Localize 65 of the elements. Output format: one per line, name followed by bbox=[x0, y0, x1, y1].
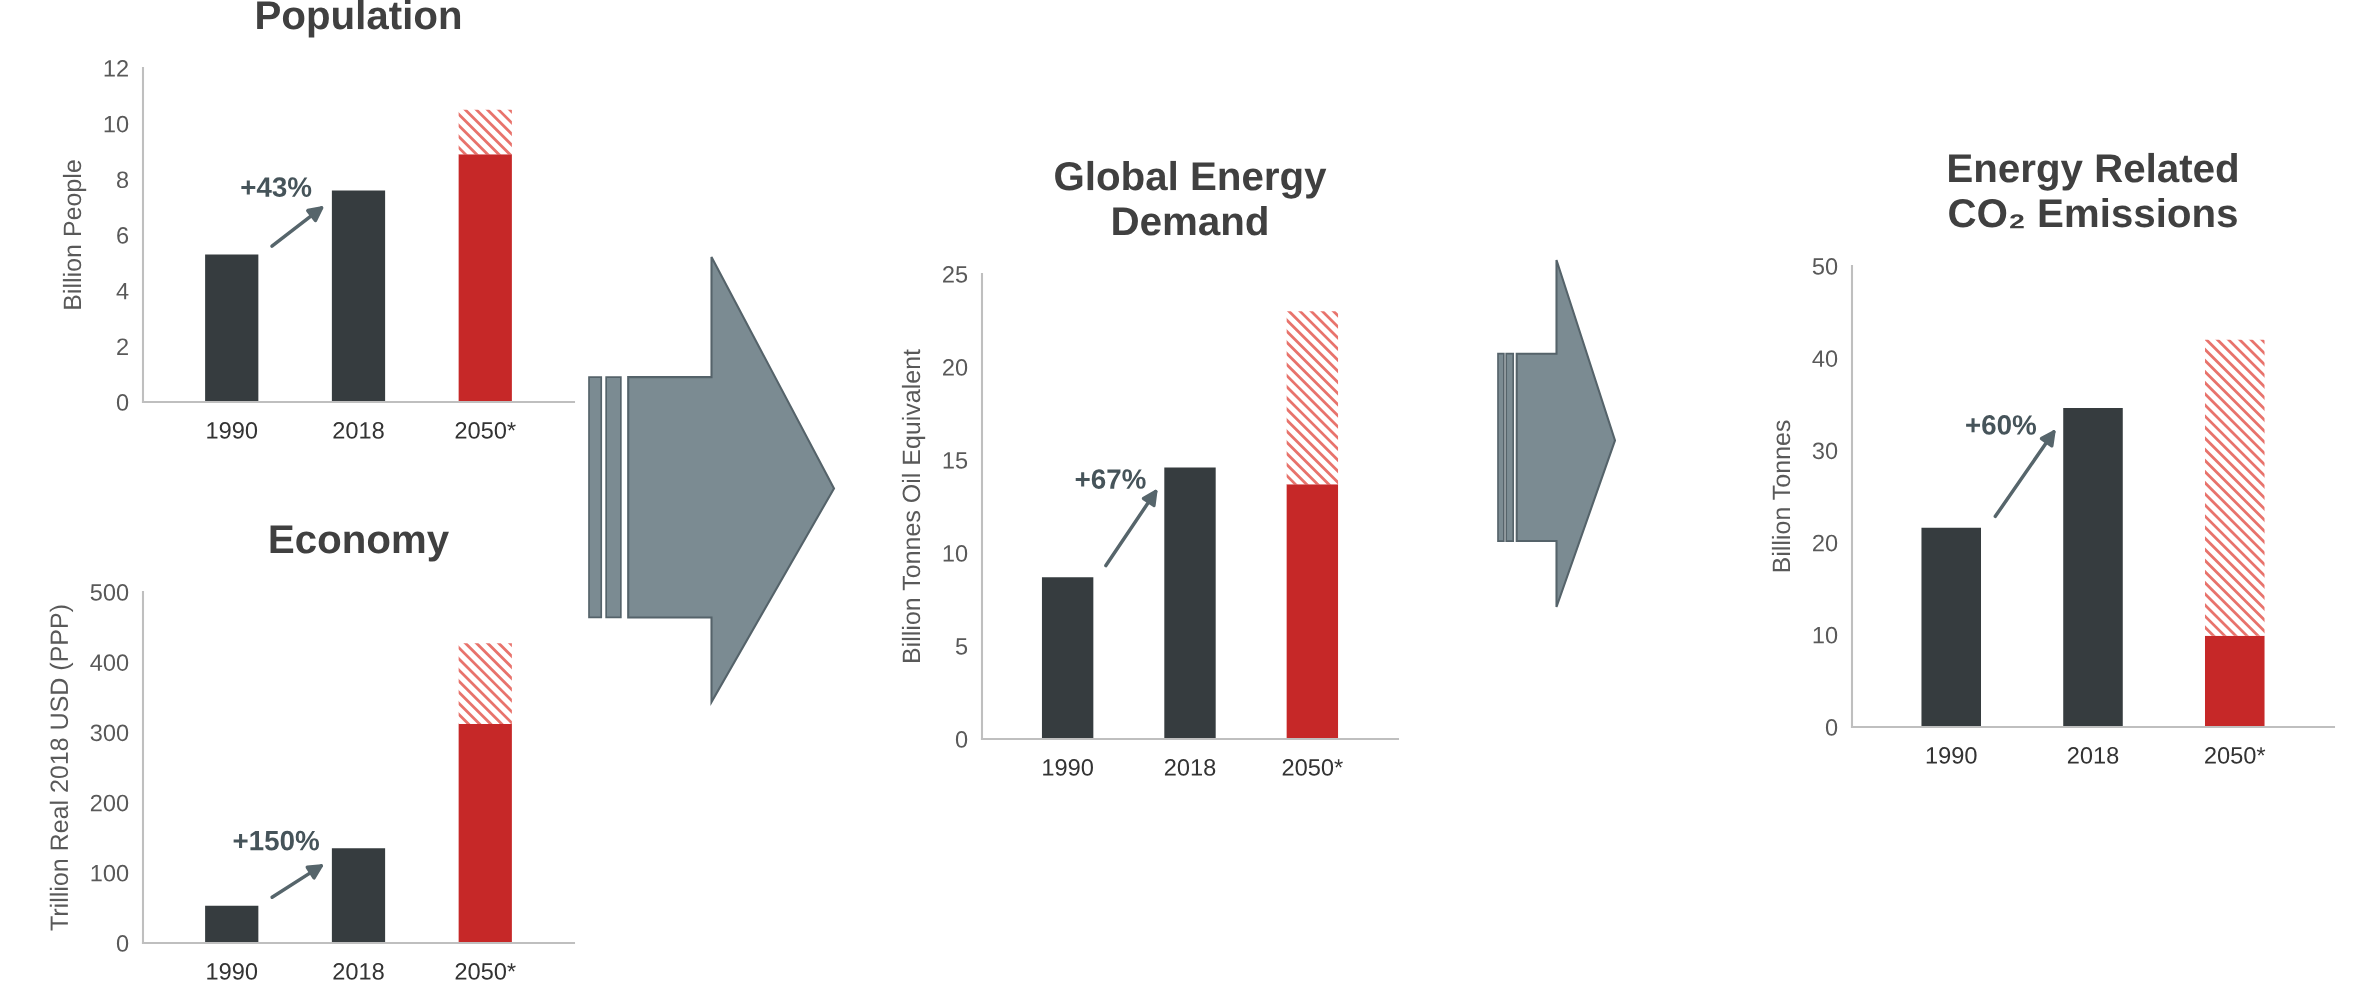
bar bbox=[205, 905, 259, 943]
y-tick-label: 100 bbox=[91, 864, 129, 882]
bar bbox=[1286, 484, 1339, 739]
x-tick-label: 1990 bbox=[1043, 759, 1093, 776]
chart-title: Global Energy Demand bbox=[1055, 160, 1327, 236]
x-tick-label: 2018 bbox=[333, 422, 384, 439]
bar bbox=[2204, 635, 2265, 727]
x-tick-label: 1990 bbox=[1926, 747, 1977, 764]
y-tick-label: 10 bbox=[1813, 626, 1838, 644]
y-tick-label: 40 bbox=[1812, 350, 1838, 367]
y-tick-label: 0 bbox=[1825, 719, 1838, 736]
bar bbox=[458, 723, 512, 943]
y-tick-label: 15 bbox=[943, 452, 968, 469]
bar bbox=[2063, 407, 2123, 727]
bar bbox=[2204, 339, 2265, 636]
x-tick-label: 2050* bbox=[455, 422, 516, 439]
bar bbox=[1286, 311, 1339, 485]
chart-title: Energy Related CO₂ Emissions bbox=[1949, 152, 2237, 229]
y-tick-label: 400 bbox=[90, 654, 129, 671]
annotation: +43% bbox=[241, 177, 312, 197]
y-tick-label: 5 bbox=[955, 638, 968, 655]
y-tick-label: 500 bbox=[90, 584, 129, 601]
x-tick-label: 1990 bbox=[207, 422, 258, 439]
y-tick-label: 4 bbox=[116, 282, 129, 300]
y-axis-title: Billion People bbox=[62, 160, 87, 309]
y-tick-label: 0 bbox=[116, 935, 129, 952]
x-tick-label: 2018 bbox=[2067, 747, 2119, 764]
y-tick-label: 10 bbox=[104, 115, 129, 133]
y-tick-label: 0 bbox=[955, 731, 968, 748]
x-tick-label: 2050* bbox=[455, 963, 516, 980]
y-tick-label: 8 bbox=[117, 171, 129, 189]
x-tick-label: 2018 bbox=[333, 963, 384, 980]
x-tick-label: 2050* bbox=[1282, 759, 1343, 776]
x-tick-label: 2018 bbox=[1164, 759, 1216, 776]
y-tick-label: 2 bbox=[117, 338, 128, 355]
y-tick-label: 0 bbox=[116, 394, 129, 411]
y-axis-title: Trillion Real 2018 USD (PPP) bbox=[49, 605, 74, 931]
bar bbox=[1041, 577, 1094, 739]
annotation: +150% bbox=[233, 830, 319, 851]
annotation: +67% bbox=[1075, 469, 1146, 489]
bar bbox=[458, 109, 512, 155]
bar bbox=[1921, 527, 1982, 727]
chart-title: Economy bbox=[270, 525, 449, 562]
y-tick-label: 20 bbox=[943, 359, 968, 376]
y-axis-title: Billion Tonnes bbox=[1771, 420, 1791, 572]
y-axis-title: Billion Tonnes Oil Equivalent bbox=[901, 349, 926, 662]
y-tick-label: 12 bbox=[104, 60, 128, 77]
y-tick-label: 50 bbox=[1812, 258, 1838, 275]
chart-title: Population bbox=[257, 0, 461, 38]
bar bbox=[458, 643, 512, 724]
y-tick-label: 20 bbox=[1813, 534, 1838, 552]
y-tick-label: 300 bbox=[90, 724, 129, 742]
bar bbox=[331, 190, 386, 402]
x-tick-label: 2050* bbox=[2205, 747, 2266, 764]
bar bbox=[331, 848, 386, 943]
bar bbox=[458, 154, 512, 402]
y-tick-label: 30 bbox=[1812, 442, 1838, 460]
y-tick-label: 6 bbox=[117, 227, 129, 244]
y-tick-label: 10 bbox=[943, 545, 968, 562]
bar bbox=[1164, 467, 1216, 739]
annotation: +60% bbox=[1966, 415, 2037, 435]
y-tick-label: 200 bbox=[90, 794, 129, 812]
y-tick-label: 25 bbox=[943, 266, 968, 283]
bar bbox=[205, 254, 259, 402]
x-tick-label: 1990 bbox=[207, 963, 258, 980]
